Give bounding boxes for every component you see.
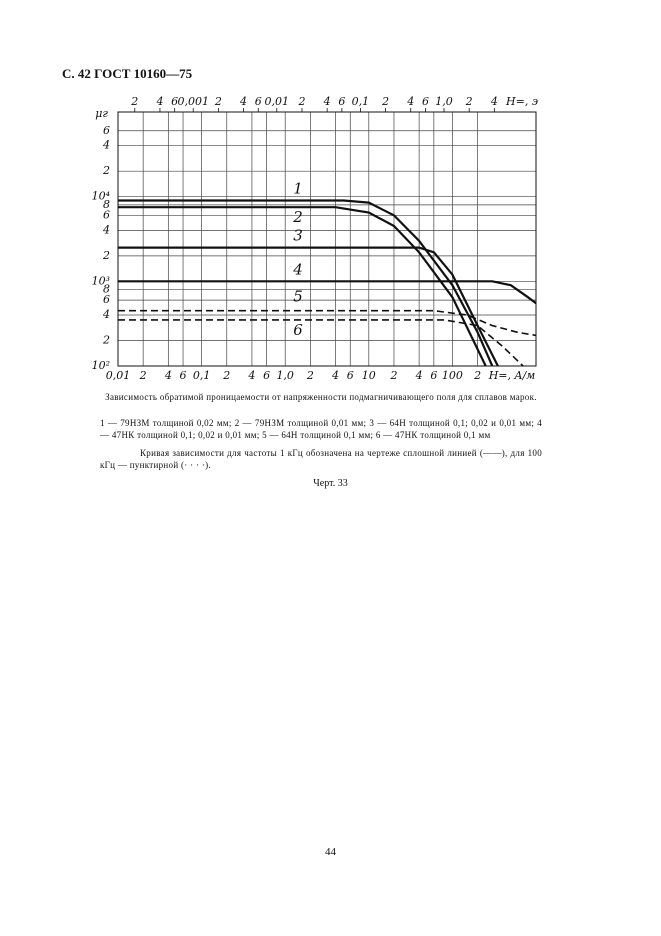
plot-frame: [117, 111, 537, 367]
y-tick-label: 6: [103, 293, 110, 306]
x-tick-label: 2: [306, 369, 314, 382]
x-tick-label: 0,1: [193, 369, 211, 382]
x2-axis-label: H=, э: [505, 95, 538, 108]
x2-tick-label: 1,0: [435, 95, 453, 108]
caption-note: Кривая зависимости для частоты 1 кГц обо…: [100, 448, 542, 470]
x-tick-label: 10: [362, 369, 376, 382]
y-tick-label: 8: [103, 283, 110, 296]
x-tick-label: 2: [389, 369, 397, 382]
series-line: [118, 309, 537, 337]
x-tick-label: 1,0: [276, 369, 294, 382]
caption-title: Зависимость обратимой проницаемости от н…: [105, 392, 537, 402]
x-tick-label: 100: [442, 369, 463, 382]
x2-tick-label: 0,01: [265, 95, 290, 108]
x2-tick-label: 4: [239, 95, 247, 108]
x2-tick-label: 4: [406, 95, 414, 108]
x-axis-label: H=, A/м: [488, 369, 536, 382]
x-tick-label: 2: [473, 369, 481, 382]
x2-tick-label: 6: [338, 95, 345, 108]
x2-tick-label: 2: [214, 95, 222, 108]
x2-tick-label: 4: [155, 95, 163, 108]
caption-legend: 1 — 79НЗМ толщиной 0,02 мм; 2 — 79НЗМ то…: [100, 418, 542, 440]
y-tick-label: 8: [103, 198, 110, 211]
x-tick-label: 4: [331, 369, 339, 382]
x2-tick-label: 0,001: [177, 95, 209, 108]
header: С. 42 ГОСТ 10160—75: [62, 66, 193, 81]
x-tick-label: 4: [415, 369, 423, 382]
x2-tick-label: 4: [323, 95, 331, 108]
y-tick-label: 2: [102, 334, 110, 347]
x-tick-label: 0,01: [106, 369, 131, 382]
series-line: [118, 319, 524, 367]
x2-tick-label: 0,1: [352, 95, 370, 108]
figure-label: Черт. 33: [313, 478, 348, 489]
y-tick-label: 6: [103, 124, 110, 137]
series-label: 5: [293, 288, 303, 306]
x-tick-label: 6: [430, 369, 437, 382]
y-tick-label: 4: [102, 308, 110, 321]
x-tick-label: 2: [139, 369, 147, 382]
y-tick-label: 10³: [92, 274, 110, 287]
y-tick-label: 2: [102, 249, 110, 262]
series-line: [118, 280, 537, 305]
x2-tick-label: 4: [490, 95, 498, 108]
y-tick-label: 4: [102, 223, 110, 236]
series-label: 4: [292, 260, 303, 278]
y-tick-label: 10²: [92, 359, 110, 372]
y-axis-label: μг: [95, 107, 108, 120]
x2-tick-label: 2: [381, 95, 389, 108]
x-tick-label: 2: [222, 369, 230, 382]
x2-tick-label: 6: [422, 95, 429, 108]
y-tick-label: 4: [102, 139, 110, 152]
y-tick-label: 6: [103, 208, 110, 221]
x2-tick-label: 2: [297, 95, 305, 108]
series-line: [118, 206, 487, 367]
series-label: 6: [293, 321, 303, 339]
x-tick-label: 4: [164, 369, 172, 382]
x2-tick-label: 6: [171, 95, 178, 108]
series-label: 1: [293, 180, 303, 198]
series-label: 3: [293, 227, 303, 245]
x2-tick-label: 2: [465, 95, 473, 108]
series-line: [118, 246, 499, 367]
series-line: [118, 199, 494, 367]
y-tick-label: 2: [102, 164, 110, 177]
y-tick-label: 10⁴: [92, 190, 110, 203]
series-label: 2: [292, 208, 303, 226]
figure: 0,01 2 4 6 0,1 2 4 6 1,0 2 4 6 10 2 4 6 100 22 4 6 0,001 2 4 6 0…: [92, 93, 540, 384]
x2-tick-label: 6: [255, 95, 262, 108]
x-tick-label: 4: [247, 369, 255, 382]
x-tick-label: 6: [263, 369, 270, 382]
page-number: 44: [325, 846, 336, 858]
x2-tick-label: 2: [130, 95, 138, 108]
x-tick-label: 6: [347, 369, 354, 382]
x-tick-label: 6: [180, 369, 187, 382]
